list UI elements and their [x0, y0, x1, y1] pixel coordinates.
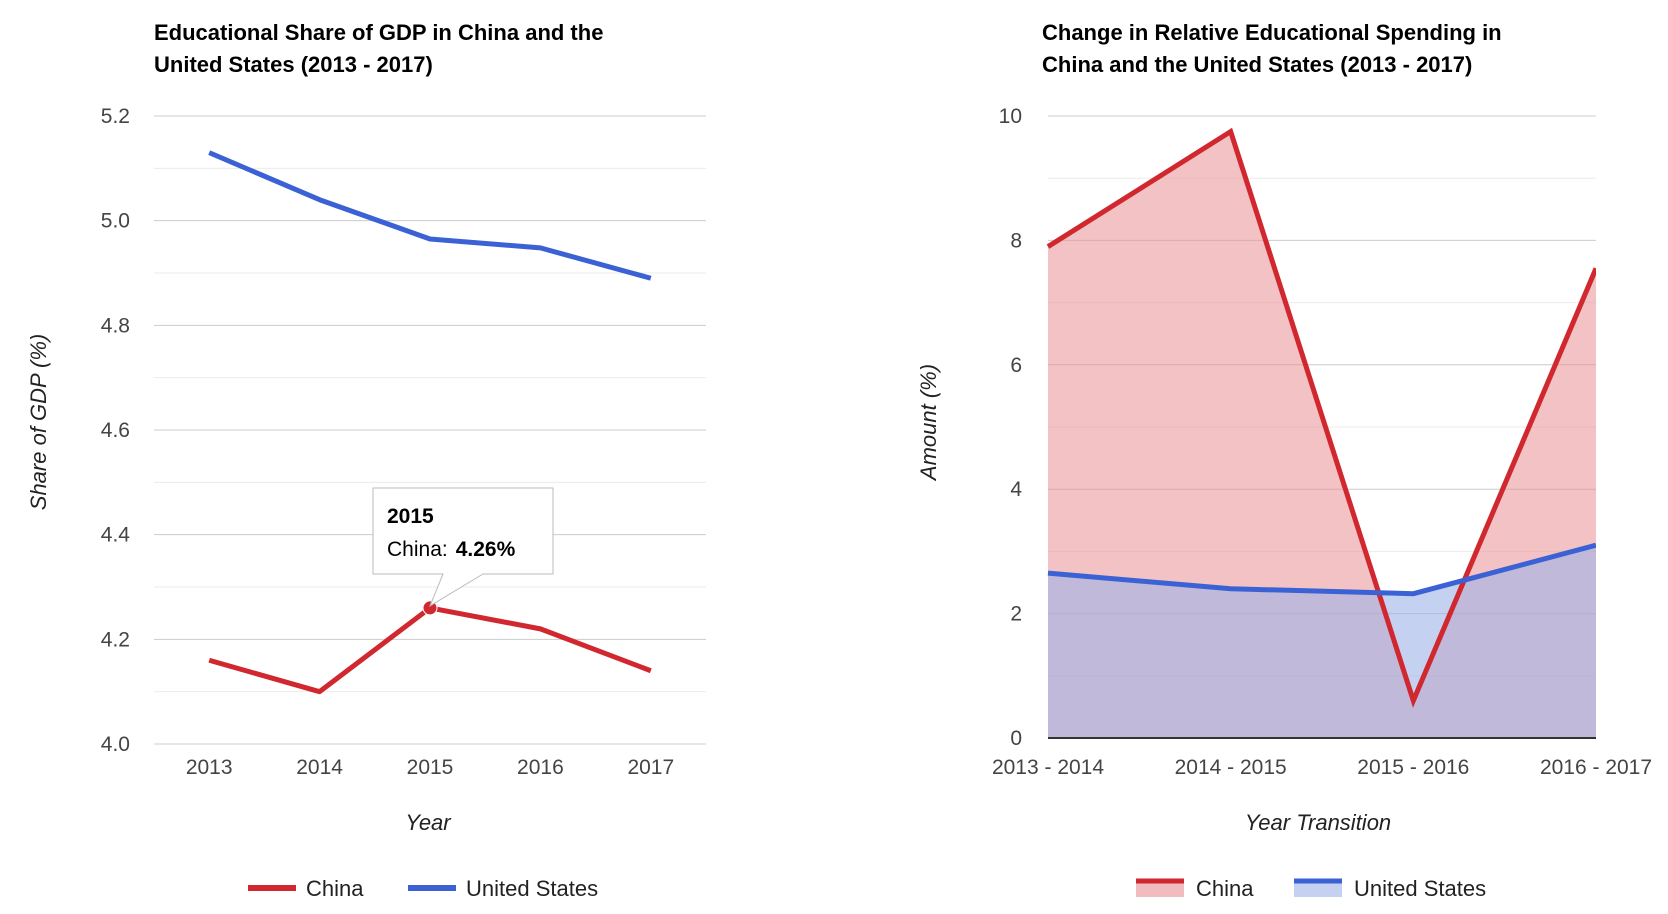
- chart2-y-tick-4: 4: [1010, 478, 1022, 501]
- chart1-y-tick-4-6: 4.6: [101, 419, 130, 442]
- chart1-x-tick-2014: 2014: [296, 756, 343, 779]
- chart1-tooltip-category: 2015: [387, 505, 434, 528]
- gdp-share-line-chart: Educational Share of GDP in China and th…: [26, 20, 706, 901]
- chart2-legend-swatch-fill-united-states: [1294, 880, 1342, 897]
- chart2-y-tick-0: 0: [1010, 727, 1022, 750]
- chart2-x-axis-label: Year Transition: [1245, 810, 1391, 835]
- chart1-gridlines: [154, 115, 706, 640]
- chart2-x-tick-labels: 2013 - 2014 2014 - 2015 2015 - 2016 2016 - …: [992, 756, 1652, 779]
- chart1-x-tick-2016: 2016: [517, 756, 564, 779]
- chart2-y-tick-10: 10: [999, 105, 1022, 128]
- chart1-y-tick-labels: 4.0 4.2 4.4 4.6 4.8 5.0 5.2: [101, 105, 131, 756]
- chart2-y-tick-6: 6: [1010, 354, 1022, 377]
- chart1-tooltip-box: [372, 487, 554, 608]
- chart2-x-tick-2013-2014: 2013 - 2014: [992, 756, 1104, 779]
- chart1-title-line1: Educational Share of GDP in China and th…: [154, 20, 603, 45]
- chart1-series-line-united-states: [208, 150, 652, 281]
- chart2-y-tick-8: 8: [1010, 229, 1022, 252]
- chart2-y-axis-label: Amount (%): [916, 364, 941, 482]
- chart1-x-tick-2015: 2015: [407, 756, 454, 779]
- chart2-areas: [1048, 131, 1596, 738]
- chart2-y-tick-labels: 0 2 4 6 8 10: [999, 105, 1023, 750]
- chart2-legend-swatch-fill-china: [1136, 880, 1184, 897]
- spending-change-area-chart: Change in Relative Educational Spending …: [916, 20, 1652, 901]
- chart1-x-axis-label: Year: [405, 810, 452, 835]
- chart1-highlight-point: [422, 600, 438, 616]
- chart1-legend-label-china: China: [306, 876, 364, 901]
- chart2-legend: China United States: [1136, 876, 1486, 901]
- chart2-series-line-china: [1046, 127, 1596, 708]
- chart1-series-line-china: [208, 605, 652, 695]
- chart1-x-tick-labels: 2013 2014 2015 2016 2017: [186, 756, 674, 779]
- chart1-x-tick-2013: 2013: [186, 756, 233, 779]
- chart1-legend: China United States: [248, 876, 598, 901]
- chart1-series: [208, 150, 652, 695]
- chart2-title-line1: Change in Relative Educational Spending …: [1042, 20, 1502, 45]
- chart1-tooltip-body: China: 4.26%: [387, 538, 516, 561]
- chart1-tooltip-value: 4.26%: [456, 538, 516, 561]
- chart1-y-tick-4-4: 4.4: [101, 524, 131, 547]
- chart2-legend-label-united-states: United States: [1354, 876, 1486, 901]
- chart2-x-tick-2016-2017: 2016 - 2017: [1540, 756, 1652, 779]
- chart1-tooltip-series: China:: [387, 538, 448, 561]
- chart1-y-tick-5-2: 5.2: [101, 105, 130, 128]
- chart2-title-line2: China and the United States (2013 - 2017…: [1042, 52, 1472, 77]
- chart1-x-tick-2017: 2017: [627, 756, 674, 779]
- chart2-x-tick-2014-2015: 2014 - 2015: [1175, 756, 1287, 779]
- chart1-y-tick-4-0: 4.0: [101, 733, 130, 756]
- chart1-y-axis-label: Share of GDP (%): [26, 334, 51, 510]
- chart2-legend-label-china: China: [1196, 876, 1254, 901]
- chart2-series: [1046, 127, 1596, 708]
- chart1-tooltip: 2015 China: 4.26%: [372, 487, 554, 608]
- chart1-y-tick-4-8: 4.8: [101, 314, 130, 337]
- chart1-y-tick-4-2: 4.2: [101, 628, 130, 651]
- chart1-legend-label-united-states: United States: [466, 876, 598, 901]
- chart2-x-tick-2015-2016: 2015 - 2016: [1357, 756, 1469, 779]
- chart1-title-line2: United States (2013 - 2017): [154, 52, 433, 77]
- chart2-series-line-united-states: [1047, 542, 1596, 597]
- chart2-y-tick-2: 2: [1010, 603, 1022, 626]
- chart1-y-tick-5-0: 5.0: [101, 210, 130, 233]
